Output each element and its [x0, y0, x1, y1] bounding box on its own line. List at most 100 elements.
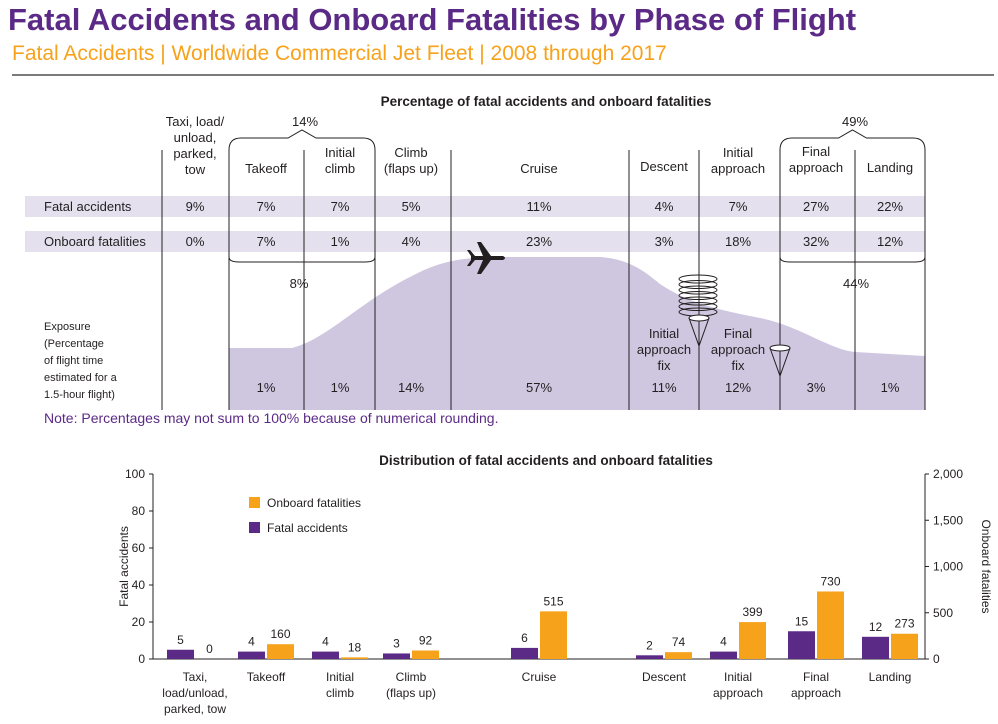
left-tick-label: 0 — [138, 652, 145, 666]
table-title: Percentage of fatal accidents and onboar… — [381, 94, 712, 109]
exposure-label-line: (Percentage — [44, 338, 104, 350]
phase-header: Final — [802, 144, 830, 159]
phase-header: Takeoff — [245, 161, 287, 176]
airplane-icon — [467, 242, 505, 274]
holding-coil — [678, 291, 718, 300]
holding-pattern-icon — [678, 274, 718, 317]
takeoff-climb-fatality-group-bracket — [228, 248, 376, 263]
data-label-fatal-accidents: 12 — [869, 620, 883, 634]
data-label-fatal-accidents: 4 — [720, 635, 727, 649]
category-label: Climb — [396, 670, 427, 684]
phase-header: Taxi, load/ — [166, 114, 225, 129]
bar-onboard-fatalities — [665, 652, 692, 659]
data-label-fatal-accidents: 15 — [795, 614, 809, 628]
row-label: Fatal accidents — [44, 199, 132, 214]
takeoff-climb-fatal-group-label: 14% — [292, 114, 318, 129]
right-tick-label: 1,500 — [933, 513, 963, 527]
page-subtitle: Fatal Accidents | Worldwide Commercial J… — [12, 42, 667, 65]
phase-table-chart: Percentage of fatal accidents and onboar… — [25, 94, 926, 410]
phase-header: (flaps up) — [384, 161, 438, 176]
initial-approach-fix-icon-rim — [688, 314, 710, 322]
left-tick-label: 20 — [132, 615, 146, 629]
legend-label-onboard-fatalities: Onboard fatalities — [267, 496, 361, 510]
data-label-onboard-fatalities: 92 — [419, 633, 433, 647]
final-approach-fix-icon-body — [769, 347, 791, 378]
exposure-value: 1% — [257, 380, 276, 395]
bar-fatal-accidents — [167, 649, 194, 659]
exposure-label-line: 1.5-hour flight) — [44, 389, 115, 401]
cell-value: 3% — [655, 234, 674, 249]
phase-header: Initial — [723, 145, 753, 160]
bar-onboard-fatalities — [540, 611, 567, 659]
data-label-onboard-fatalities: 160 — [270, 627, 290, 641]
bar-onboard-fatalities — [817, 591, 844, 659]
bar-fatal-accidents — [383, 653, 410, 659]
cell-value: 32% — [803, 234, 829, 249]
right-axis-label: Onboard fatalities — [979, 519, 993, 613]
cell-value: 11% — [526, 199, 551, 214]
left-axis-label: Fatal accidents — [117, 526, 131, 607]
legend-swatch-onboard-fatalities — [249, 497, 260, 508]
phase-header: parked, — [173, 146, 216, 161]
category-label: parked, tow — [164, 702, 226, 716]
cell-value: 27% — [803, 199, 829, 214]
cell-value: 7% — [257, 234, 276, 249]
data-label-onboard-fatalities: 399 — [742, 605, 762, 619]
bar-fatal-accidents — [238, 651, 265, 659]
bar-fatal-accidents — [710, 651, 737, 659]
initial-approach-fix-icon — [688, 314, 710, 348]
fatal-accidents-band — [25, 196, 925, 217]
category-label: climb — [326, 686, 354, 700]
phase-header: unload, — [174, 130, 217, 145]
category-label: approach — [791, 686, 841, 700]
left-tick-label: 80 — [132, 504, 146, 518]
category-label: load/unload, — [162, 686, 227, 700]
data-label-fatal-accidents: 5 — [177, 633, 184, 647]
cell-value: 5% — [402, 199, 421, 214]
category-label: Final — [803, 670, 829, 684]
holding-coil — [678, 274, 718, 284]
onboard-fatalities-band — [25, 231, 925, 252]
approach-landing-fatality-group-bracket — [779, 248, 926, 263]
data-label-fatal-accidents: 2 — [646, 638, 653, 652]
exposure-label-line: Exposure — [44, 321, 90, 333]
category-label: Cruise — [522, 670, 557, 684]
category-label: (flaps up) — [386, 686, 436, 700]
cell-value: 1% — [331, 234, 350, 249]
final-approach-fix-icon — [769, 344, 791, 378]
category-label: Initial — [326, 670, 354, 684]
airplane-shape — [467, 242, 505, 274]
holding-coil — [678, 302, 718, 311]
exposure-value: 3% — [807, 380, 826, 395]
cell-value: 7% — [257, 199, 276, 214]
left-tick-label: 60 — [132, 541, 146, 555]
data-label-onboard-fatalities: 0 — [206, 642, 213, 656]
data-label-onboard-fatalities: 515 — [543, 594, 563, 608]
bar-onboard-fatalities — [341, 657, 368, 659]
exposure-label-line: of flight time — [44, 355, 103, 367]
bar-onboard-fatalities — [267, 644, 294, 659]
right-tick-label: 2,000 — [933, 467, 963, 481]
initial-approach-fix-label: Initial — [649, 326, 679, 341]
category-label: Taxi, — [183, 670, 208, 684]
row-label: Onboard fatalities — [44, 234, 146, 249]
cell-value: 4% — [655, 199, 674, 214]
phase-header: Climb — [394, 145, 427, 160]
category-label: approach — [713, 686, 763, 700]
approach-landing-fatal-group-label: 49% — [842, 114, 868, 129]
holding-coil — [678, 285, 718, 295]
data-label-fatal-accidents: 4 — [248, 635, 255, 649]
bar-fatal-accidents — [788, 631, 815, 659]
phase-header: Initial — [325, 145, 355, 160]
data-label-fatal-accidents: 6 — [521, 631, 528, 645]
category-label: Descent — [642, 670, 687, 684]
bar-fatal-accidents — [511, 647, 538, 659]
legend: Onboard fatalities Fatal accidents — [249, 496, 361, 535]
data-label-onboard-fatalities: 18 — [348, 640, 362, 654]
left-tick-label: 100 — [125, 467, 145, 481]
phase-header: approach — [789, 160, 843, 175]
cell-value: 12% — [877, 234, 903, 249]
exposure-area — [229, 257, 925, 410]
category-label: Initial — [724, 670, 752, 684]
header-rule — [12, 74, 994, 76]
